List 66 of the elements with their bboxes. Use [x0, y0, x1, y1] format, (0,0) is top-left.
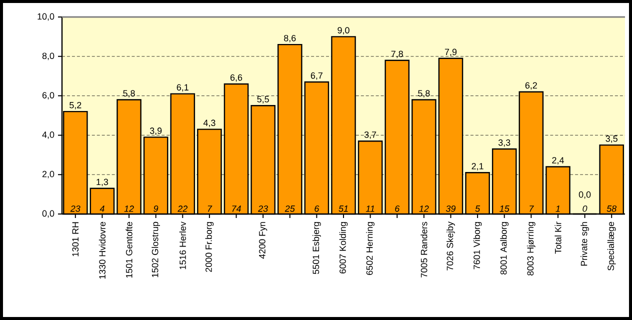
- x-tick-label: 1301 RH: [72, 222, 79, 256]
- x-tick-label: 8003 Hjørring: [526, 222, 536, 276]
- annotation: 22: [178, 206, 188, 212]
- y-tick-label: 6,0: [42, 92, 54, 100]
- annotation: 6: [395, 205, 400, 212]
- data-label: 3,3: [498, 139, 510, 147]
- data-label: 2,4: [552, 157, 564, 165]
- data-label: 1,3: [96, 178, 108, 186]
- y-tick-label: 10,0: [38, 13, 54, 21]
- annotation: 12: [124, 206, 134, 212]
- x-tick-label: 1330 Hvidovre: [98, 222, 106, 279]
- data-label: 3,5: [606, 135, 618, 143]
- annotation: 23: [258, 205, 268, 212]
- annotation: 0: [582, 205, 588, 212]
- data-label: 7,8: [391, 50, 403, 58]
- annotation: 6: [314, 205, 320, 212]
- annotation: 74: [232, 206, 241, 212]
- x-tick-label: 1502 Glostrup: [152, 222, 160, 278]
- annotation: 11: [366, 206, 374, 212]
- annotation: 1: [556, 206, 560, 212]
- annotation: 4: [100, 206, 104, 212]
- y-tick-label: 8,0: [42, 52, 54, 60]
- data-label: 0,0: [578, 191, 591, 199]
- data-label: 8,6: [284, 34, 296, 42]
- x-tick-label: 6502 Herning: [366, 222, 374, 275]
- annotation: 12: [419, 206, 429, 212]
- x-tick-label: Private sgh: [580, 222, 589, 266]
- annotation: 7: [530, 206, 534, 212]
- annotation: 25: [284, 205, 295, 212]
- x-tick-label: Total Kir: [554, 222, 562, 254]
- x-tick-label: 7601 Viborg: [473, 222, 482, 270]
- data-label: 6,2: [525, 82, 537, 90]
- data-label: 9,0: [338, 27, 350, 34]
- x-tick-label: 2000 Fr.borg: [205, 222, 214, 272]
- data-label: 7,9: [444, 48, 457, 56]
- data-label: 5,5: [257, 96, 269, 104]
- annotation: 9: [154, 205, 158, 212]
- x-tick-label: 5501 Esbjerg: [312, 222, 321, 274]
- x-tick-label: 4200 Fyn: [259, 222, 268, 259]
- data-label: 6,7: [310, 72, 322, 80]
- x-tick-label: 1516 Herlev: [179, 222, 186, 270]
- annotation: 23: [70, 205, 80, 212]
- y-tick-label: 0,0: [42, 210, 54, 218]
- annotation: 7: [208, 206, 212, 212]
- x-tick-label: 7005 Randers: [420, 222, 428, 278]
- x-tick-label: Speciallæge: [607, 222, 616, 270]
- x-tick-label: 1501 Gentofte: [126, 222, 132, 278]
- x-tick-label: 6007 Kolding: [339, 222, 348, 274]
- annotation: 15: [500, 206, 510, 212]
- y-tick-label: 4,0: [42, 131, 54, 139]
- x-tick-label: 7026 Skejby: [446, 222, 455, 270]
- data-label: 4,3: [203, 120, 216, 128]
- data-label: 2,1: [472, 163, 484, 170]
- data-label: 3,9: [150, 128, 162, 135]
- annotation: 58: [606, 205, 617, 212]
- x-tick-label: 8001 Aalborg: [500, 222, 509, 274]
- y-tick-label: 2,0: [42, 170, 54, 178]
- data-label: 5,8: [418, 90, 430, 98]
- data-label: 6,1: [176, 84, 188, 92]
- annotation: 5: [475, 206, 480, 212]
- data-label: 6,6: [230, 74, 242, 82]
- data-label: 5,2: [70, 102, 82, 110]
- annotation: 39: [446, 205, 456, 212]
- data-label: 3,7: [364, 131, 376, 139]
- annotation: 51: [338, 206, 348, 212]
- data-label: 5,8: [123, 90, 135, 98]
